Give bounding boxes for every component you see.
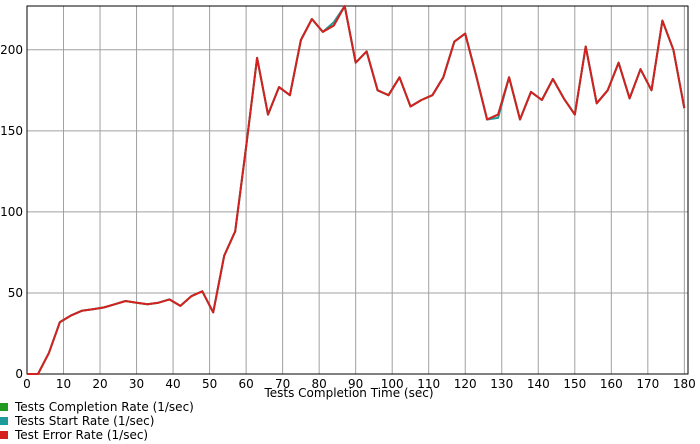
x-tick-label: 70 [275, 377, 290, 391]
x-tick-label: 80 [312, 377, 327, 391]
x-tick-label: 40 [165, 377, 180, 391]
legend-label-error-rate: Test Error Rate (1/sec) [15, 428, 149, 442]
x-tick-label: 110 [417, 377, 440, 391]
x-tick-label: 30 [129, 377, 144, 391]
series-line-error-rate [27, 5, 686, 375]
y-tick-label: 200 [0, 43, 23, 57]
x-axis-ticks: 0 10 20 30 40 50 60 70 80 90 100 110 120 130 140 150 160… [23, 377, 696, 391]
line-chart: 0 10 20 30 40 50 60 70 80 90 100 110 120 130 140 150 160… [0, 5, 696, 400]
x-tick-label: 100 [381, 377, 404, 391]
y-tick-label: 150 [0, 124, 23, 138]
legend-item-error-rate: Test Error Rate (1/sec) [0, 428, 194, 442]
x-tick-label: 170 [636, 377, 659, 391]
x-tick-label: 130 [490, 377, 513, 391]
x-tick-label: 60 [238, 377, 253, 391]
y-tick-label: 0 [15, 367, 23, 381]
grid-lines [27, 6, 688, 374]
legend-item-completion-rate: Tests Completion Rate (1/sec) [0, 400, 194, 414]
legend-swatch-start-rate [0, 417, 8, 425]
legend-item-start-rate: Tests Start Rate (1/sec) [0, 414, 194, 428]
y-axis-ticks: 0 50 100 150 200 [0, 43, 23, 381]
x-tick-label: 10 [56, 377, 71, 391]
legend-swatch-completion-rate [0, 403, 8, 411]
x-tick-label: 90 [348, 377, 363, 391]
chart-legend: Tests Completion Rate (1/sec) Tests Star… [0, 400, 194, 442]
x-tick-label: 50 [202, 377, 217, 391]
x-tick-label: 140 [527, 377, 550, 391]
x-tick-label: 0 [23, 377, 31, 391]
legend-swatch-error-rate [0, 431, 8, 439]
x-tick-label: 120 [454, 377, 477, 391]
legend-label-start-rate: Tests Start Rate (1/sec) [15, 414, 155, 428]
y-tick-label: 50 [8, 286, 23, 300]
plot-area-frame [26, 5, 689, 375]
x-axis-label: Tests Completion Time (sec) [263, 386, 433, 400]
x-tick-label: 20 [92, 377, 107, 391]
x-tick-label: 150 [563, 377, 586, 391]
series-lines [27, 5, 686, 375]
x-tick-label: 160 [600, 377, 623, 391]
legend-label-completion-rate: Tests Completion Rate (1/sec) [15, 400, 194, 414]
y-tick-label: 100 [0, 205, 23, 219]
x-tick-label: 180 [673, 377, 696, 391]
